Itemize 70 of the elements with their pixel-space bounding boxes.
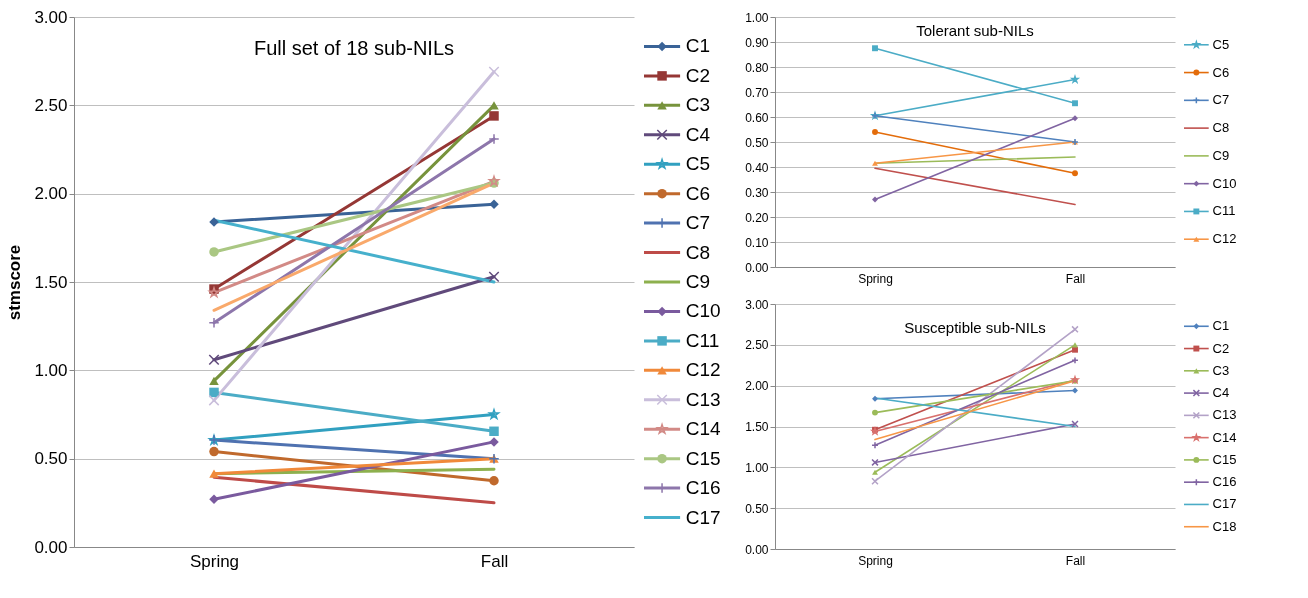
- legend-label: C4: [685, 123, 711, 145]
- y-tick-label: 0.20: [745, 210, 769, 225]
- legend-label: C1: [1212, 318, 1230, 334]
- legend-label: C17: [685, 506, 721, 528]
- legend-label: C17: [1212, 496, 1237, 512]
- y-tick-label: 0.60: [745, 110, 769, 125]
- legend-label: C8: [685, 241, 711, 263]
- x-tick-label: Spring: [189, 551, 240, 571]
- legend-label: C6: [1212, 64, 1230, 80]
- legend-label: C16: [685, 477, 721, 499]
- legend-label: C13: [685, 388, 721, 410]
- y-tick-label: 0.00: [34, 537, 68, 557]
- legend-label: C15: [685, 447, 721, 469]
- legend-label: C4: [1212, 385, 1230, 401]
- legend-label: C8: [1212, 120, 1230, 136]
- legend-label: C7: [685, 212, 711, 234]
- y-tick-label: 0.00: [745, 260, 769, 275]
- y-tick-label: 0.50: [34, 449, 68, 469]
- legend-label: C3: [1212, 362, 1230, 378]
- legend-label: C3: [685, 94, 711, 116]
- y-tick-label: 2.00: [745, 379, 769, 394]
- text: Full set of 18 sub-NILs: [253, 37, 455, 59]
- legend-label: C14: [1212, 429, 1237, 445]
- x-tick-label: Spring: [858, 553, 893, 568]
- legend-label: C18: [1212, 518, 1237, 534]
- y-tick-label: 0.90: [745, 35, 769, 50]
- y-tick-label: 2.50: [34, 95, 68, 115]
- legend-label: C11: [685, 329, 720, 351]
- y-tick-label: 2.50: [745, 338, 769, 353]
- legend-label: C10: [1212, 175, 1237, 191]
- y-tick-label: 3.00: [34, 7, 68, 27]
- y-tick-label: 1.50: [34, 272, 68, 292]
- legend-label: C14: [685, 418, 722, 440]
- legend-label: C5: [1212, 36, 1230, 52]
- legend-label: C1: [685, 35, 711, 57]
- y-tick-label: 2.00: [34, 184, 68, 204]
- y-tick-label: 1.00: [745, 10, 769, 25]
- y-tick-label: 1.50: [745, 420, 769, 434]
- y-axis-title: stmscore: [5, 244, 25, 321]
- y-tick-label: 0.10: [745, 235, 769, 250]
- legend-label: C5: [685, 153, 711, 175]
- y-tick-label: 3.00: [745, 297, 769, 312]
- x-tick-label: Spring: [858, 271, 893, 286]
- legend-label: C9: [1212, 147, 1230, 163]
- y-tick-label: 0.50: [745, 135, 769, 150]
- legend-label: C15: [1212, 451, 1237, 467]
- y-tick-label: 0.30: [745, 185, 769, 200]
- legend-label: C10: [685, 300, 721, 322]
- legend-label: C9: [685, 271, 711, 292]
- legend-label: C2: [1212, 340, 1230, 356]
- legend-label: C12: [685, 359, 721, 381]
- legend-label: C13: [1212, 407, 1237, 423]
- legend-label: C7: [1212, 92, 1230, 108]
- y-tick-label: 0.40: [745, 160, 769, 175]
- x-tick-label: Fall: [1065, 553, 1086, 568]
- y-tick-label: 0.80: [745, 60, 769, 75]
- legend-label: C16: [1212, 474, 1237, 490]
- x-tick-label: Fall: [480, 551, 509, 571]
- legend-label: C6: [685, 182, 711, 204]
- y-tick-label: 1.00: [34, 360, 68, 380]
- text: Susceptible sub-NILs: [904, 319, 1046, 336]
- legend-label: C2: [685, 64, 711, 86]
- legend-label: C11: [1212, 203, 1236, 219]
- y-tick-label: 0.70: [745, 85, 769, 100]
- chart-title: Tolerant sub-NILs: [916, 22, 1034, 39]
- y-tick-label: 0.00: [745, 542, 769, 557]
- legend-label: C12: [1212, 231, 1237, 247]
- y-tick-label: 1.00: [745, 460, 769, 475]
- x-tick-label: Fall: [1065, 271, 1086, 286]
- y-tick-label: 0.50: [745, 501, 769, 516]
